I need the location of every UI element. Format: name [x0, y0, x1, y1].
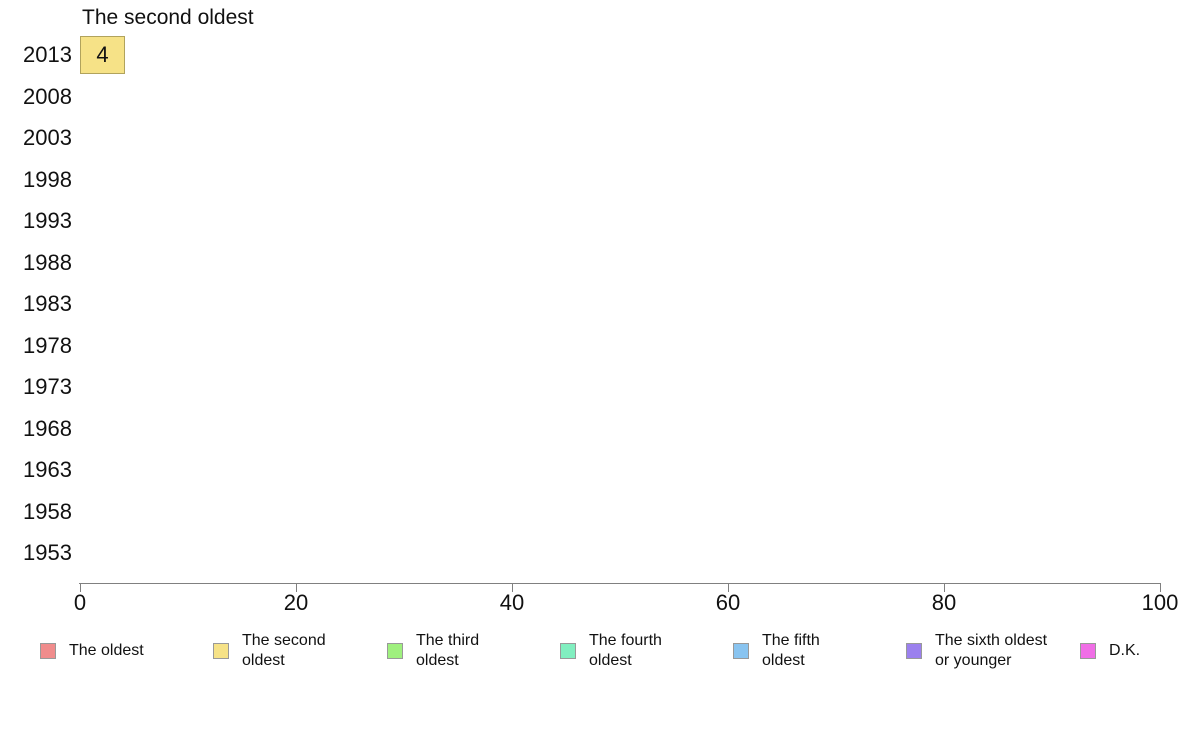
x-tick-label: 20	[283, 590, 309, 615]
y-tick-label: 1988	[23, 249, 72, 275]
x-tick-label: 100	[1141, 590, 1179, 615]
legend-item-the-oldest: The oldest	[40, 627, 144, 675]
x-tick-label: 80	[931, 590, 957, 615]
legend-label-line: D.K.	[1109, 642, 1141, 659]
x-tick-label: 60	[715, 590, 741, 615]
legend-label-line: The second	[242, 632, 326, 649]
y-tick-label: 1973	[23, 374, 72, 399]
y-tick-label: 1978	[23, 332, 72, 358]
legend-swatch-icon	[1080, 643, 1096, 659]
legend-item-the-sixth-oldest-or-younger: The sixth oldest or younger	[906, 627, 1047, 675]
legend-item-the-third-oldest: The third oldest	[387, 627, 479, 675]
legend-label-line: or younger	[935, 652, 1012, 669]
legend-label-line: oldest	[242, 652, 285, 669]
legend-label-line: The oldest	[69, 642, 144, 659]
legend-swatch-icon	[733, 643, 749, 659]
y-tick-label: 1998	[23, 166, 72, 192]
legend-item-dk: D.K.	[1080, 627, 1140, 675]
legend-label-line: oldest	[589, 652, 632, 669]
legend-label-line: The sixth oldest	[935, 632, 1048, 649]
legend-label: The fifth oldest	[762, 631, 820, 671]
bar-value-label: 4	[96, 42, 109, 67]
y-tick-label: 1968	[23, 415, 72, 441]
y-tick-label: 1993	[23, 208, 72, 233]
legend-label-line: oldest	[762, 652, 805, 669]
legend-swatch-icon	[40, 643, 56, 659]
chart-title: The second oldest	[82, 6, 254, 29]
legend-swatch-icon	[906, 643, 922, 659]
x-tick	[511, 583, 513, 592]
legend-swatch-icon	[213, 643, 229, 659]
x-tick-label: 0	[73, 590, 87, 615]
legend-label: The oldest	[69, 641, 144, 661]
y-tick-label: 1953	[23, 540, 72, 565]
y-tick-label: 2013	[23, 42, 72, 67]
bar-2013: 4	[80, 36, 125, 74]
x-tick-label: 40	[499, 590, 525, 615]
legend-label-line: The third	[416, 632, 480, 649]
legend-item-the-second-oldest: The second oldest	[213, 627, 326, 675]
y-tick-label: 1983	[23, 291, 72, 316]
legend-swatch-icon	[560, 643, 576, 659]
x-tick	[943, 583, 945, 592]
legend-label: The second oldest	[242, 631, 326, 671]
legend-label: The third oldest	[416, 631, 479, 671]
legend-label: The sixth oldest or younger	[935, 631, 1047, 671]
x-tick	[79, 583, 81, 592]
legend-label-line: The fifth	[762, 632, 820, 649]
legend-item-the-fourth-oldest: The fourth oldest	[560, 627, 662, 675]
x-tick	[727, 583, 729, 592]
legend-item-the-fifth-oldest: The fifth oldest	[733, 627, 820, 675]
y-tick-label: 1963	[23, 457, 72, 482]
y-tick-label: 2003	[23, 125, 72, 150]
x-tick	[1159, 583, 1161, 592]
legend-swatch-icon	[387, 643, 403, 659]
y-tick-label: 1958	[23, 498, 72, 524]
legend-label-line: oldest	[416, 652, 459, 669]
x-tick	[295, 583, 297, 592]
legend-label: The fourth oldest	[589, 631, 662, 671]
x-axis-line	[79, 583, 1161, 584]
y-tick-label: 2008	[23, 83, 72, 109]
legend-label-line: The fourth	[589, 632, 662, 649]
legend-label: D.K.	[1109, 641, 1140, 661]
